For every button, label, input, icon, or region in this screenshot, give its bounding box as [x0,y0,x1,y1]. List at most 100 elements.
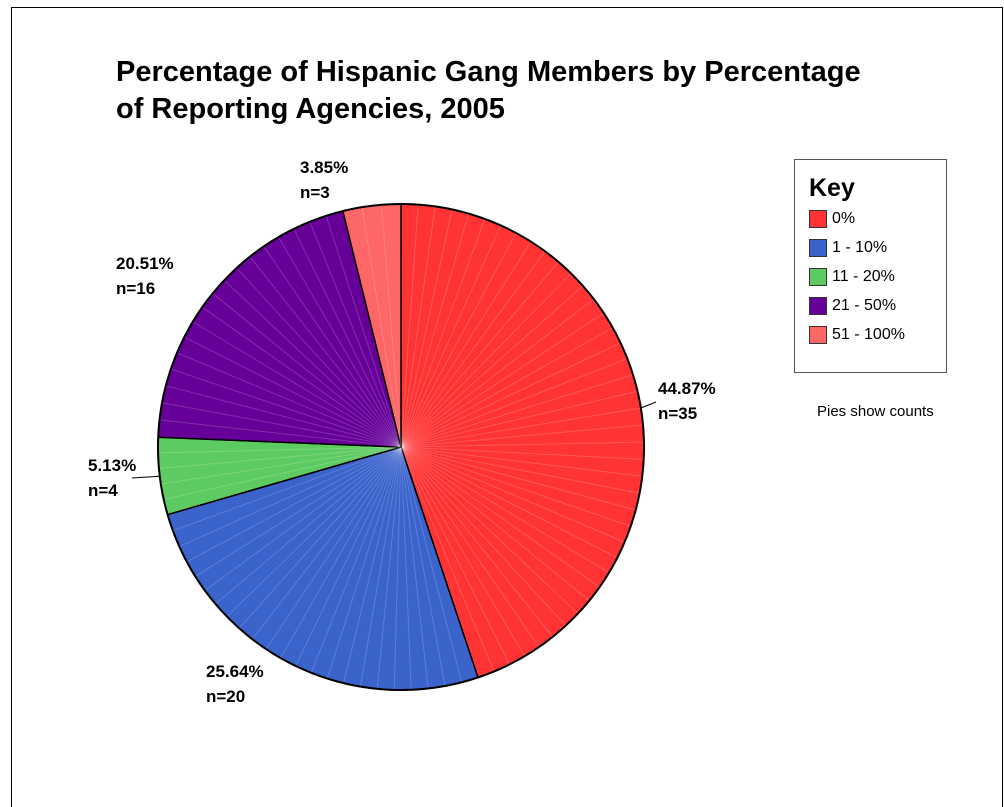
slice-texture-line [236,267,402,448]
legend-swatch-0 [809,210,827,228]
slice-texture-line [400,446,412,690]
slice-texture-line [400,218,486,448]
legend-swatch-4 [809,326,827,344]
slice-texture-line [201,306,402,448]
slice-texture-line [186,446,402,563]
slice-texture-line [400,446,643,477]
counts-note: Pies show counts [817,403,934,420]
legend-label-0: 0% [832,210,856,227]
slice-count-label-0: n=35 [658,404,698,423]
chart-title: Percentage of Hispanic Gang Members by P… [116,54,916,128]
slice-texture-line [212,292,402,448]
slice-texture-line [400,446,526,657]
slice-texture-line [400,204,419,448]
slice-texture-line [400,446,618,559]
legend: Key 0% 1 - 10% 11 - 20% 21 - 50% 51 - 10… [794,159,947,373]
slice-texture-line [280,446,402,659]
slice-texture-line [400,446,625,543]
slice-texture-line [376,446,402,689]
slice-texture-line [400,446,540,648]
legend-title: Key [809,174,855,202]
slice-count-label-4: n=3 [300,183,330,202]
slice-texture-line [400,250,546,448]
pie-outline [157,203,645,691]
chart-frame [11,7,1003,807]
slice-texture-line [380,204,402,448]
slice-texture-line [170,368,402,448]
slice-texture-line [179,446,402,547]
slice-texture-line [400,213,470,448]
slice-texture-line [158,446,402,470]
slice-texture-line [400,342,621,448]
slice-texture-line [400,390,638,448]
slice-texture-line [249,256,402,448]
slice-texture-line [400,298,595,448]
slice-texture-line [400,225,502,448]
slice-texture-line [400,446,429,689]
chart-title-line-1: Percentage of Hispanic Gang Members by P… [116,56,861,88]
legend-label-1: 1 - 10% [832,239,888,256]
legend-item-3: 21 - 50% [809,295,896,317]
slice-texture-line [400,446,579,614]
slice-texture-line [400,446,631,527]
slice-texture-line [165,385,402,448]
slice-texture-line [343,446,402,684]
slice-texture-line [251,446,402,640]
chart-title-line-2: of Reporting Agencies, 2005 [116,93,505,125]
slice-texture-line [400,446,644,460]
slice-texture-line [278,236,402,448]
slice-texture-line [400,446,600,588]
slice-label-2: 5.13% n=4 [88,453,136,503]
slice-texture-line [195,446,402,577]
slice-texture-line [393,446,402,690]
slice-texture-line [400,424,644,448]
slice-texture-line [172,446,402,532]
slice-texture-line [400,446,567,626]
slice-texture-line [400,209,453,448]
slice-label-0: 44.87% n=35 [658,376,716,426]
slice-texture-line [325,215,402,448]
slice-texture-line [309,221,402,448]
slice-percent-label-4: 3.85% [300,158,349,177]
slice-label-3: 20.51% n=16 [116,251,174,301]
legend-swatch-1 [809,239,827,257]
legend-label-3: 21 - 50% [832,297,897,314]
slice-texture-line [400,374,634,448]
slice-label-4: 3.85% n=3 [300,155,348,205]
slice-percent-label-1: 25.64% [206,662,264,681]
slice-texture-line [400,446,640,494]
legend-item-1: 1 - 10% [809,237,887,259]
slice-texture-line [163,446,402,500]
slice-texture-line [400,273,572,448]
legend-swatch-3 [809,297,827,315]
slice-texture-line [400,241,532,448]
slice-texture-line [400,261,559,448]
slice-percent-label-0: 44.87% [658,379,716,398]
legend-item-4: 51 - 100% [809,324,905,346]
slice-texture-line [215,446,402,605]
slice-texture-line [400,446,446,687]
slice-texture-line [361,207,402,448]
slice-texture-line [400,327,613,448]
slice-texture-line [400,446,636,511]
slice-texture-line [400,446,590,602]
slice-count-label-2: n=4 [88,481,118,500]
slice-texture-line [400,446,554,638]
slice-texture-line [238,446,402,629]
slice-texture-line [400,446,463,683]
slice-count-label-3: n=16 [116,279,156,298]
legend-swatch-2 [809,268,827,286]
slice-percent-label-2: 5.13% [88,456,137,475]
legend-label-4: 51 - 100% [832,326,905,343]
slice-percent-label-3: 20.51% [116,254,174,273]
slice-texture-line [400,446,610,574]
slice-texture-line [400,206,436,448]
slice-label-1: 25.64% n=20 [206,659,264,709]
slice-texture-line [223,279,402,448]
slice-texture-line [161,402,402,448]
slice-texture-line [295,446,402,667]
slice-texture-line [159,419,402,448]
slice-texture-line [400,407,641,448]
slice-texture-line [265,446,402,650]
